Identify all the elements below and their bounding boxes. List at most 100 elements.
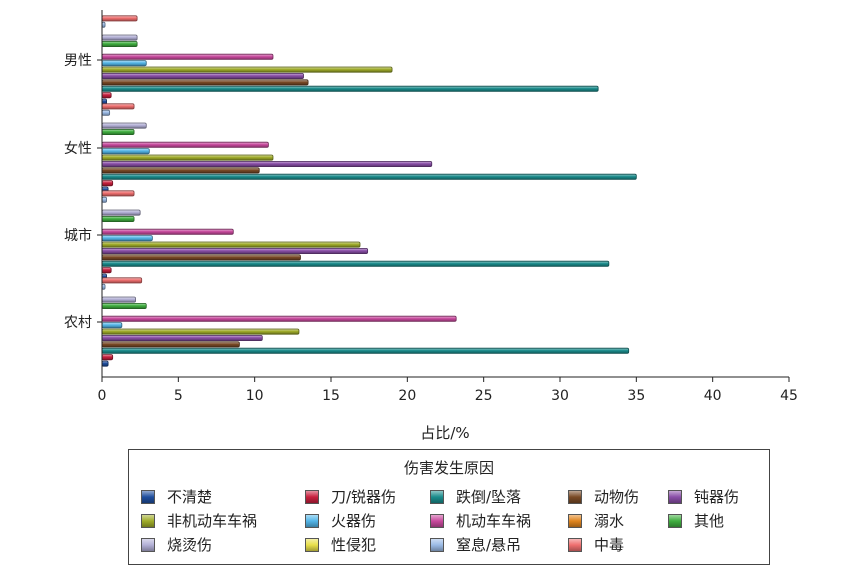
x-tick-label: 15: [322, 388, 340, 404]
legend-swatch: [568, 537, 582, 552]
legend-swatch: [430, 513, 444, 528]
legend-item: 溺水: [568, 510, 624, 531]
bar-3-13: [101, 277, 143, 284]
bar-0-3: [101, 79, 309, 86]
legend-swatch: [668, 513, 682, 528]
bar-2-2: [101, 260, 610, 267]
legend-label: 钝器伤: [694, 488, 740, 506]
legend-swatch: [141, 489, 155, 504]
bar-0-6: [101, 60, 147, 67]
legend-item: 刀/锐器伤: [305, 486, 396, 507]
y-tick-label: 农村: [64, 315, 92, 331]
bar-0-5: [101, 66, 393, 73]
bar-0-13: [101, 15, 138, 22]
bar-0-2: [101, 85, 599, 92]
bar-1-5: [101, 154, 274, 161]
bar-0-7: [101, 53, 274, 60]
x-axis-title: 占比/%: [420, 424, 469, 442]
legend-label: 机动车车祸: [456, 512, 532, 530]
legend-item: 其他: [668, 510, 724, 531]
bar-2-7: [101, 228, 234, 235]
bar-2-5: [101, 241, 361, 248]
bar-3-10: [101, 296, 136, 303]
legend-title: 伤害发生原因: [403, 459, 494, 477]
bars-group: [101, 15, 637, 367]
legend-swatch: [568, 513, 582, 528]
bar-1-9: [101, 128, 135, 135]
bar-2-13: [101, 190, 135, 197]
bar-3-3: [101, 341, 240, 348]
legend-label: 不清楚: [167, 488, 213, 506]
bar-3-5: [101, 328, 300, 335]
bar-3-1: [101, 354, 114, 361]
x-tick-label: 30: [551, 388, 569, 404]
x-tick-label: 40: [704, 388, 722, 404]
legend-item: 性侵犯: [305, 534, 376, 555]
bar-3-2: [101, 347, 630, 354]
bar-3-7: [101, 315, 457, 322]
legend-swatch: [305, 489, 319, 504]
bar-1-3: [101, 167, 260, 174]
legend-swatch: [141, 537, 155, 552]
legend-swatch: [141, 513, 155, 528]
legend-item: 机动车车祸: [430, 510, 531, 531]
legend-item: 不清楚: [141, 486, 212, 507]
legend-label: 性侵犯: [331, 536, 377, 554]
bar-2-4: [101, 247, 369, 254]
y-tick-label: 城市: [64, 227, 92, 244]
bar-0-1: [101, 92, 112, 99]
legend-label: 其他: [694, 512, 725, 530]
bar-1-6: [101, 148, 150, 155]
legend-item: 跌倒/坠落: [430, 486, 521, 507]
x-tick-label: 45: [780, 388, 798, 404]
bar-0-9: [101, 41, 138, 48]
legend-item: 中毒: [568, 534, 624, 555]
bar-0-4: [101, 73, 304, 80]
legend-swatch: [430, 537, 444, 552]
x-tick-label: 10: [246, 388, 264, 404]
legend-item: 烧烫伤: [141, 534, 212, 555]
bar-1-4: [101, 160, 433, 167]
bar-2-12: [101, 196, 107, 203]
bar-1-1: [101, 180, 114, 187]
legend-item: 窒息/悬吊: [430, 534, 521, 555]
legend-item: 非机动车车祸: [141, 510, 257, 531]
y-tick-label: 男性: [64, 53, 92, 69]
bar-3-9: [101, 302, 147, 309]
legend-item: 火器伤: [305, 510, 376, 531]
bar-1-7: [101, 141, 269, 148]
legend-item: 钝器伤: [668, 486, 739, 507]
bar-2-9: [101, 215, 135, 222]
x-tick-label: 25: [475, 388, 493, 404]
x-tick-label: 5: [174, 388, 183, 404]
legend-label: 动物伤: [594, 488, 640, 506]
legend-label: 火器伤: [331, 512, 377, 530]
bar-2-10: [101, 209, 141, 216]
bar-3-6: [101, 322, 123, 329]
legend-label: 烧烫伤: [167, 536, 213, 554]
legend-label: 溺水: [594, 512, 625, 530]
legend-item: 动物伤: [568, 486, 639, 507]
bar-1-2: [101, 173, 637, 180]
bar-2-1: [101, 267, 112, 274]
x-tick-label: 0: [98, 388, 107, 404]
bar-3-0: [101, 360, 109, 367]
legend-swatch: [305, 537, 319, 552]
x-tick-label: 20: [398, 388, 416, 404]
bar-1-10: [101, 122, 147, 129]
legend-label: 窒息/悬吊: [456, 536, 522, 554]
bar-0-10: [101, 34, 138, 41]
bar-1-12: [101, 109, 111, 116]
legend-swatch: [305, 513, 319, 528]
legend-label: 刀/锐器伤: [331, 488, 397, 506]
legend-swatch: [430, 489, 444, 504]
y-tick-label: 女性: [64, 140, 92, 157]
legend-swatch: [568, 489, 582, 504]
bar-3-4: [101, 334, 263, 341]
legend-label: 跌倒/坠落: [456, 488, 522, 506]
legend-swatch: [668, 489, 682, 504]
legend-label: 非机动车车祸: [167, 512, 258, 530]
x-tick-label: 35: [627, 388, 645, 404]
